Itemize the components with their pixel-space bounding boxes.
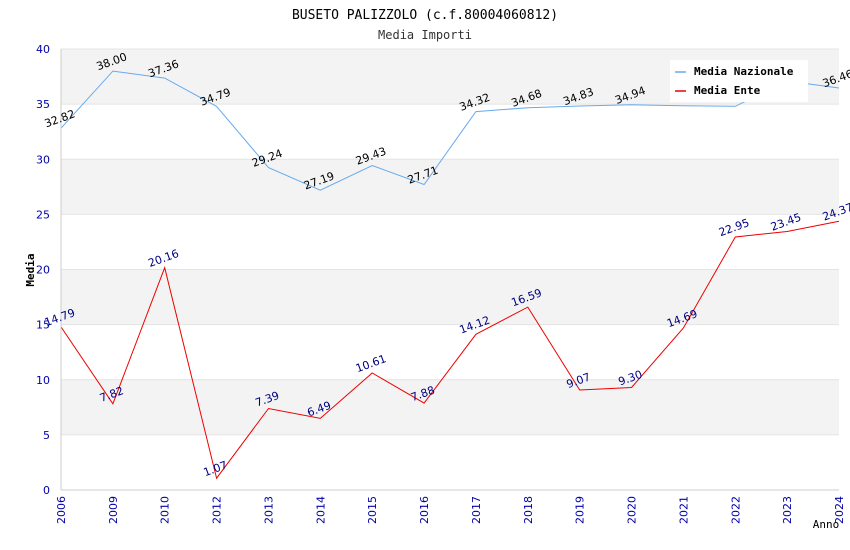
x-tick-label: 2017 (470, 496, 483, 524)
x-tick-label: 2013 (262, 496, 275, 524)
y-tick-label: 20 (36, 264, 50, 277)
legend: Media Nazionale Media Ente (670, 60, 808, 102)
plot-band (61, 269, 839, 325)
plot-band (61, 434, 839, 490)
plot-band (61, 379, 839, 435)
x-tick-label: 2021 (677, 496, 690, 524)
legend-box (670, 60, 808, 102)
x-tick-label: 2014 (314, 496, 327, 524)
x-axis-label: Anno (813, 518, 840, 531)
y-tick-label: 15 (36, 319, 50, 332)
chart-title: BUSETO PALIZZOLO (c.f.80004060812) (292, 8, 558, 23)
y-tick-label: 40 (36, 43, 50, 56)
x-tick-label: 2022 (729, 496, 742, 524)
x-tick-label: 2020 (626, 496, 639, 524)
x-tick-label: 2006 (55, 496, 68, 524)
x-tick-label: 2019 (574, 496, 587, 524)
chart-subtitle: Media Importi (378, 28, 472, 42)
y-axis-label: Media (24, 253, 37, 286)
y-tick-label: 0 (43, 484, 50, 497)
x-tick-label: 2010 (159, 496, 172, 524)
series-lines (60, 70, 840, 480)
series-line-national (60, 70, 840, 191)
plot-bands (61, 49, 839, 490)
legend-label-national: Media Nazionale (694, 65, 794, 78)
y-tick-label: 10 (36, 374, 50, 387)
plot-band (61, 214, 839, 270)
y-tick-label: 5 (43, 429, 50, 442)
x-tick-label: 2016 (418, 496, 431, 524)
x-tick-label: 2009 (107, 496, 120, 524)
y-tick-label: 35 (36, 98, 50, 111)
series-line-entity (60, 220, 840, 480)
x-tick-label: 2012 (211, 496, 224, 524)
plot-band (61, 104, 839, 160)
axes: 0 5 10 15 20 25 30 35 40 2006 2009 2010 2012 2013 2014… (36, 43, 846, 524)
x-tick-label: 2015 (366, 496, 379, 524)
y-tick-label: 25 (36, 208, 50, 221)
legend-label-entity: Media Ente (694, 84, 761, 97)
x-tick-label: 2024 (833, 496, 846, 524)
y-tick-label: 30 (36, 153, 50, 166)
x-tick-label: 2023 (781, 496, 794, 524)
x-tick-label: 2018 (522, 496, 535, 524)
plot-band (61, 159, 839, 215)
plot-band (61, 324, 839, 380)
